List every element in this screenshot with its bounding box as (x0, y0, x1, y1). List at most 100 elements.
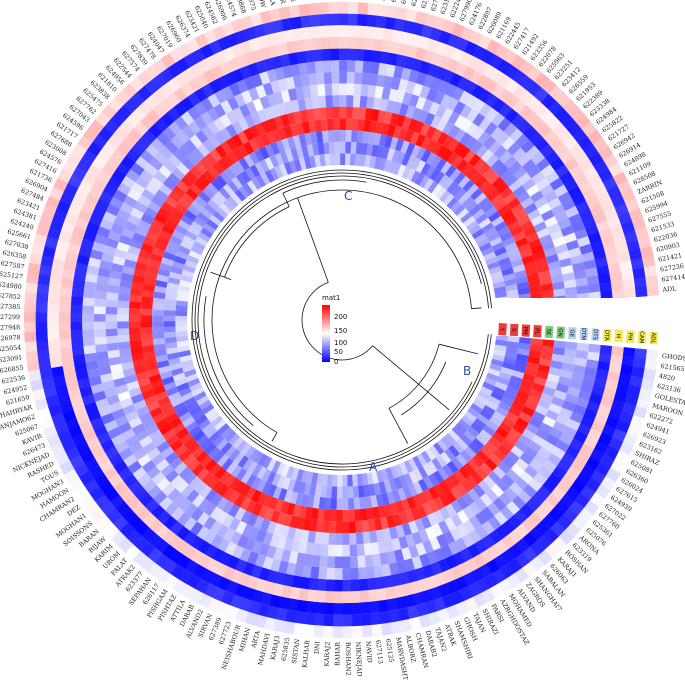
track-label: CAM (638, 331, 645, 344)
heatmap-cell (117, 307, 130, 315)
heatmap-cell (132, 550, 148, 566)
heatmap-cell (149, 253, 163, 263)
heatmap-cell (371, 109, 380, 122)
heatmap-cell (228, 503, 241, 518)
heatmap-cell (160, 401, 174, 413)
heatmap-cell (242, 458, 254, 471)
heatmap-cell (502, 416, 516, 429)
heatmap-cell (514, 439, 528, 453)
heatmap-cell (210, 178, 223, 192)
heatmap-cell (460, 118, 473, 133)
heatmap-cell (573, 172, 589, 187)
heatmap-cell (388, 160, 397, 174)
heatmap-cell (466, 183, 479, 197)
heatmap-cell (185, 230, 198, 241)
heatmap-cell (508, 253, 522, 263)
heatmap-cell (132, 466, 147, 481)
heatmap-cell (494, 539, 509, 555)
heatmap-cell (100, 501, 116, 517)
heatmap-cell (130, 207, 145, 220)
heatmap-cell (129, 76, 145, 93)
heatmap-cell (187, 204, 201, 217)
heatmap-cell (95, 343, 108, 353)
heatmap-cell (351, 130, 358, 143)
heatmap-cell (111, 433, 126, 447)
heatmap-cell (436, 439, 449, 452)
heatmap-cell (172, 167, 186, 181)
heatmap-cell (576, 423, 592, 436)
heatmap-cell (98, 126, 114, 142)
heatmap-cell (293, 159, 302, 172)
heatmap-cell (576, 285, 589, 295)
heatmap-cell (366, 472, 374, 485)
heatmap-cell (482, 135, 497, 150)
heatmap-cell (306, 61, 317, 75)
heatmap-cell (140, 321, 153, 328)
heatmap-cell (208, 39, 223, 55)
heatmap-cell (145, 143, 160, 158)
heatmap-cell (450, 499, 463, 514)
heatmap-cell (195, 578, 210, 594)
heatmap-cell (151, 195, 165, 208)
heatmap-cell (333, 579, 343, 592)
heatmap-cell (554, 211, 569, 224)
heatmap-cell (612, 233, 627, 246)
heatmap-cell (128, 321, 141, 329)
heatmap-cell (176, 130, 190, 145)
heatmap-cell (90, 382, 105, 395)
heatmap-cell (430, 77, 443, 92)
heatmap-cell (184, 259, 198, 269)
heatmap-cell (622, 347, 636, 358)
heatmap-cell (324, 497, 332, 510)
heatmap-cell (83, 229, 97, 242)
heatmap-cell (433, 171, 446, 184)
heatmap-cell (176, 162, 190, 176)
heatmap-cell (260, 46, 272, 61)
heatmap-cell (71, 345, 85, 356)
heatmap-cell (330, 497, 337, 510)
heatmap-cell (58, 230, 73, 244)
heatmap-cell (99, 191, 114, 204)
heatmap-cell (542, 479, 557, 494)
heatmap-cell (506, 289, 519, 297)
heatmap-cell (426, 139, 437, 153)
heatmap-cell (174, 377, 188, 387)
heatmap-cell (577, 180, 593, 194)
heatmap-cell (62, 363, 76, 375)
heatmap-cell (608, 407, 623, 421)
heatmap-cell (237, 455, 249, 468)
heatmap-cell (276, 475, 287, 488)
heatmap-cell (271, 460, 281, 474)
heatmap-cell (427, 611, 441, 626)
heatmap-cell (322, 130, 329, 143)
heatmap-cell (403, 56, 415, 70)
heatmap-cell (587, 232, 602, 244)
heatmap-cell (245, 499, 257, 514)
heatmap-cell (386, 550, 397, 564)
heatmap-cell (478, 103, 493, 118)
heatmap-cell (87, 367, 101, 379)
heatmap-cell (565, 486, 581, 501)
heatmap-cell (198, 174, 211, 187)
heatmap-cell (191, 549, 205, 565)
heatmap-cell (444, 83, 458, 98)
heatmap-cell (515, 538, 530, 553)
heatmap-cell (484, 441, 498, 454)
genotype-label: 627385 (0, 303, 20, 311)
heatmap-cell (67, 242, 81, 255)
heatmap-cell (504, 278, 517, 287)
heatmap-cell (173, 87, 188, 102)
heatmap-cell (136, 70, 153, 86)
heatmap-cell (572, 128, 588, 144)
heatmap-cell (108, 97, 124, 113)
heatmap-cell (74, 463, 90, 478)
genotype-label: NAVID (364, 641, 373, 663)
heatmap-cell (401, 522, 412, 536)
heatmap-cell (424, 112, 436, 127)
heatmap-cell (417, 36, 430, 50)
heatmap-cell (251, 177, 262, 190)
heatmap-cell (151, 73, 167, 89)
heatmap-cell (142, 344, 155, 353)
heatmap-cell (533, 221, 548, 233)
heatmap-cell (137, 453, 152, 467)
